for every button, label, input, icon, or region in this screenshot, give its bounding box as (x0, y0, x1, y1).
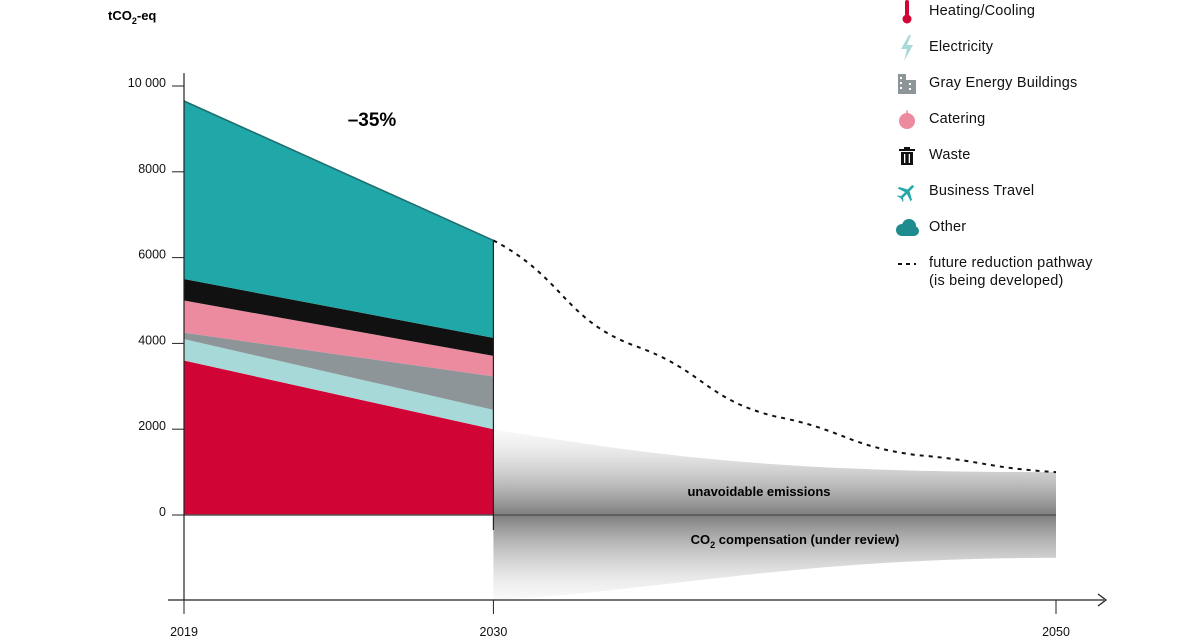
legend-label: Other (929, 219, 967, 235)
area-other (184, 101, 494, 338)
total-line (183, 100, 494, 242)
building-icon (893, 74, 921, 94)
lightning-icon (893, 35, 921, 61)
legend-item-gray-energy-buildings: Gray Energy Buildings (893, 74, 1193, 110)
legend-label: Heating/Cooling (929, 3, 1036, 19)
legend-item-heating-cooling: Heating/Cooling (893, 0, 1193, 38)
area-catering (184, 300, 494, 377)
x-tick-label: 2050 (1042, 625, 1070, 639)
cloud-icon (893, 218, 921, 238)
co2-compensation-label: CO2 compensation (under review) (691, 532, 900, 550)
legend-label: future reduction pathway (is being devel… (929, 254, 1093, 290)
legend-item-electricity: Electricity (893, 35, 1193, 74)
x-tick-label: 2019 (170, 625, 198, 639)
area-gray-energy-buildings (184, 332, 494, 410)
y-tick-label: 6000 (138, 248, 166, 262)
co2-compensation-band (493, 515, 1057, 600)
pathway-label-line2: (is being developed) (929, 273, 1064, 289)
legend: Heating/Cooling Electricity Gray Energy … (893, 0, 1193, 298)
area-electricity (184, 339, 494, 430)
series-lines (183, 100, 1057, 474)
y-tick-label: 10 000 (128, 76, 166, 90)
x-axis-arrow (1097, 593, 1108, 607)
legend-label: Electricity (929, 39, 994, 55)
stacked-areas (184, 101, 494, 515)
unavoidable-emissions-label: unavoidable emissions (687, 484, 830, 499)
legend-item-future-pathway: future reduction pathway (is being devel… (893, 254, 1193, 298)
legend-item-other: Other (893, 218, 1193, 254)
y-axis-label: tCO2-eq (108, 8, 156, 26)
legend-item-catering: Catering (893, 110, 1193, 146)
y-tick-label: 8000 (138, 162, 166, 176)
thermometer-icon (893, 0, 921, 24)
unavoidable-emissions-band (493, 429, 1057, 515)
airplane-icon (893, 182, 921, 202)
legend-item-waste: Waste (893, 146, 1193, 182)
legend-label: Business Travel (929, 183, 1035, 199)
legend-label: Waste (929, 147, 971, 163)
area-waste (184, 279, 494, 356)
reduction-annotation: –35% (348, 110, 397, 131)
dashed-line-icon (893, 254, 921, 274)
x-tick-label: 2030 (480, 625, 508, 639)
axes: 10 000 8000 6000 4000 2000 0 2019 2030 2050 (128, 73, 1108, 639)
area-heating-cooling (184, 360, 494, 515)
apple-icon (893, 110, 921, 130)
future-reduction-pathway-line (492, 239, 1057, 474)
y-tick-label: 2000 (138, 419, 166, 433)
legend-label: Gray Energy Buildings (929, 75, 1078, 91)
legend-item-business-travel: Business Travel (893, 182, 1193, 218)
legend-label: Catering (929, 111, 986, 127)
compensation-bands (493, 429, 1057, 600)
pathway-label-line1: future reduction pathway (929, 255, 1093, 271)
y-tick-label: 4000 (138, 333, 166, 347)
trash-icon (893, 146, 921, 166)
chart-labels: tCO2-eq –35% unavoidable emissions CO2 c… (108, 8, 899, 550)
y-tick-label: 0 (159, 505, 166, 519)
